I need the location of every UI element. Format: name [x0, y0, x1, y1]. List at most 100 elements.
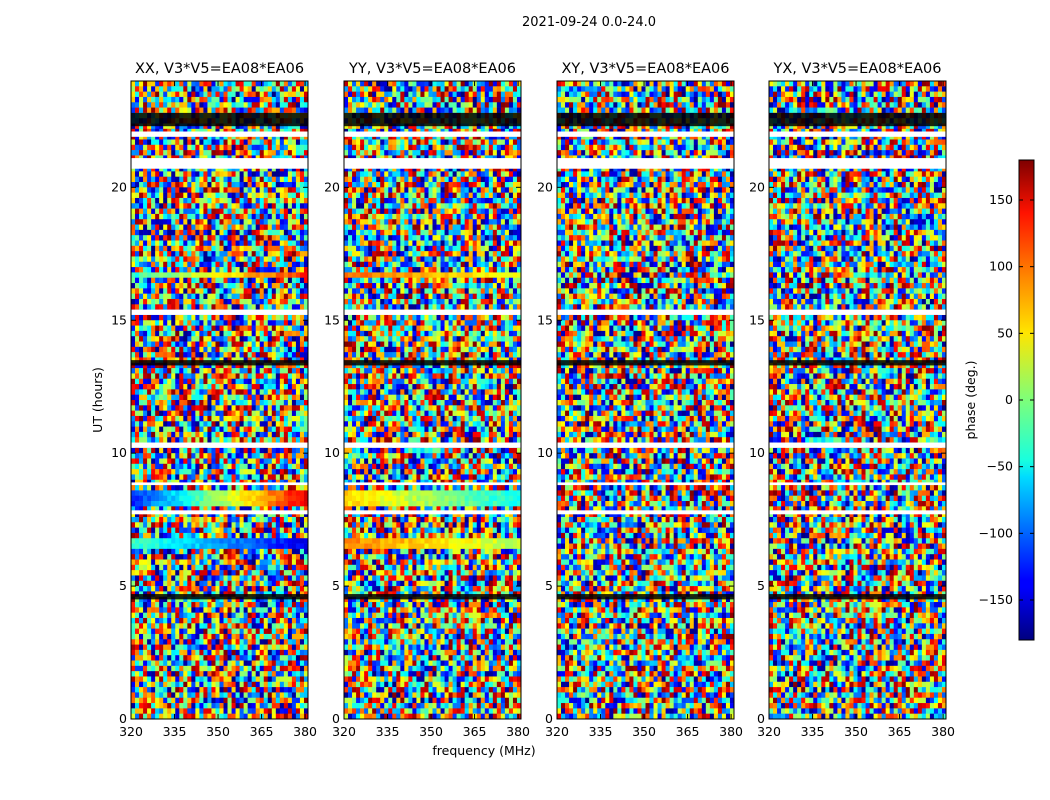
phase-cell: [191, 267, 195, 273]
phase-cell: [300, 299, 304, 305]
phase-cell: [143, 283, 147, 289]
phase-cell: [220, 219, 224, 225]
phase-cell: [256, 288, 260, 294]
phase-cell: [284, 256, 288, 262]
phase-cell: [135, 187, 139, 193]
phase-cell: [264, 97, 268, 103]
phase-cell: [260, 241, 264, 247]
phase-cell: [252, 139, 256, 145]
phase-cell: [296, 182, 300, 188]
phase-cell: [244, 193, 248, 199]
phase-cell: [159, 230, 163, 236]
phase-cell: [171, 177, 175, 183]
phase-cell: [171, 187, 175, 193]
phase-cell: [135, 256, 139, 262]
phase-cell: [260, 262, 264, 268]
phase-cell: [232, 235, 236, 241]
phase-cell: [224, 294, 228, 300]
phase-cell: [220, 86, 224, 92]
phase-cell: [199, 92, 203, 98]
phase-cell: [135, 267, 139, 273]
phase-cell: [272, 294, 276, 300]
phase-cell: [300, 262, 304, 268]
phase-cell: [224, 283, 228, 289]
phase-cell: [272, 241, 276, 247]
phase-cell: [264, 198, 268, 204]
phase-cell: [207, 235, 211, 241]
phase-cell: [151, 108, 155, 114]
phase-cell: [228, 219, 232, 225]
phase-cell: [159, 182, 163, 188]
phase-cell: [131, 299, 135, 305]
phase-cell: [272, 177, 276, 183]
phase-cell: [256, 235, 260, 241]
phase-cell: [175, 97, 179, 103]
phase-cell: [171, 267, 175, 273]
phase-cell: [248, 198, 252, 204]
phase-cell: [159, 209, 163, 215]
phase-cell: [151, 198, 155, 204]
phase-cell: [292, 81, 296, 87]
phase-cell: [268, 272, 272, 278]
phase-cell: [252, 294, 256, 300]
phase-cell: [159, 187, 163, 193]
phase-cell: [268, 283, 272, 289]
phase-cell: [256, 92, 260, 98]
phase-cell: [215, 294, 219, 300]
phase-cell: [191, 241, 195, 247]
phase-cell: [139, 283, 143, 289]
phase-cell: [228, 108, 232, 114]
phase-cell: [183, 97, 187, 103]
phase-cell: [143, 278, 147, 284]
phase-cell: [288, 278, 292, 284]
phase-cell: [203, 203, 207, 209]
phase-cell: [155, 187, 159, 193]
phase-cell: [155, 139, 159, 145]
phase-cell: [171, 209, 175, 215]
phase-cell: [232, 230, 236, 236]
phase-cell: [248, 288, 252, 294]
phase-cell: [256, 177, 260, 183]
phase-cell: [203, 214, 207, 220]
phase-cell: [207, 294, 211, 300]
phase-cell: [292, 299, 296, 305]
phase-cell: [264, 256, 268, 262]
phase-cell: [240, 256, 244, 262]
phase-cell: [203, 193, 207, 199]
phase-cell: [296, 92, 300, 98]
phase-cell: [284, 272, 288, 278]
phase-cell: [195, 171, 199, 177]
phase-cell: [135, 262, 139, 268]
phase-cell: [155, 294, 159, 300]
phase-cell: [163, 262, 167, 268]
phase-cell: [179, 256, 183, 262]
phase-cell: [163, 256, 167, 262]
phase-cell: [147, 299, 151, 305]
phase-cell: [159, 171, 163, 177]
phase-cell: [171, 299, 175, 305]
phase-cell: [215, 246, 219, 252]
phase-cell: [147, 150, 151, 156]
phase-cell: [139, 230, 143, 236]
phase-cell: [276, 86, 280, 92]
phase-cell: [256, 230, 260, 236]
phase-cell: [300, 246, 304, 252]
phase-cell: [167, 251, 171, 257]
phase-cell: [155, 288, 159, 294]
phase-cell: [276, 81, 280, 87]
phase-cell: [260, 187, 264, 193]
phase-cell: [272, 193, 276, 199]
phase-cell: [131, 278, 135, 284]
phase-cell: [139, 209, 143, 215]
phase-cell: [159, 150, 163, 156]
phase-cell: [272, 187, 276, 193]
phase-cell: [139, 294, 143, 300]
phase-cell: [300, 102, 304, 108]
phase-cell: [264, 235, 268, 241]
phase-cell: [147, 294, 151, 300]
phase-cell: [292, 225, 296, 231]
phase-cell: [264, 203, 268, 209]
phase-cell: [207, 203, 211, 209]
phase-cell: [191, 209, 195, 215]
phase-cell: [207, 187, 211, 193]
